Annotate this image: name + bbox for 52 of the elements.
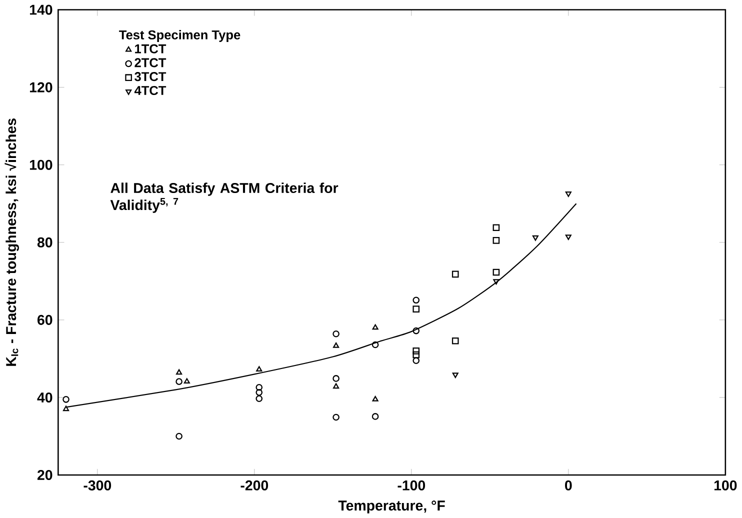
annotation: All Data Satisfy ASTM Criteria for Validity$^{5, 7}$ <box>110 182 338 213</box>
point <box>492 268 500 276</box>
y-axis-title: K$_{Ic}$ - Fracture toughness, ksi √inches <box>4 118 19 366</box>
x-axis-title: Temperature, °F <box>338 500 445 514</box>
point <box>176 432 182 440</box>
point <box>565 234 572 240</box>
point <box>332 374 340 382</box>
point <box>333 342 340 348</box>
y-tick-label: 100 <box>30 160 52 170</box>
x-tick-label: -100 <box>398 480 426 490</box>
point <box>412 306 420 312</box>
y-tick-label: 140 <box>30 4 52 15</box>
point <box>565 191 572 197</box>
x-tick-label: -200 <box>240 480 268 490</box>
point <box>176 378 182 385</box>
legend-label: 3TCT <box>134 72 166 82</box>
point <box>492 236 500 244</box>
point <box>452 337 459 344</box>
point <box>256 388 263 396</box>
y-tick-label: 120 <box>30 82 52 92</box>
point <box>332 330 340 338</box>
point <box>256 366 262 372</box>
legend-title: Test Specimen Type <box>119 30 240 42</box>
x-tick-label: 0 <box>565 480 572 490</box>
point <box>532 235 538 241</box>
point <box>332 414 340 421</box>
point <box>372 396 378 402</box>
y-tick-label: 80 <box>37 237 52 248</box>
point <box>412 351 420 358</box>
point <box>184 378 190 384</box>
point <box>412 357 420 364</box>
y-tick-label: 40 <box>37 392 52 402</box>
point <box>62 396 70 403</box>
point <box>452 270 459 278</box>
x-tick-label: -300 <box>84 480 112 490</box>
point <box>492 224 500 231</box>
point <box>412 296 420 304</box>
point <box>372 324 378 330</box>
point <box>256 384 263 391</box>
point <box>333 383 340 389</box>
legend-label: 2TCT <box>134 58 166 68</box>
legend-label: 1TCT <box>135 44 166 54</box>
legend-label: 4TCT <box>134 86 166 95</box>
y-tick-label: 20 <box>37 470 52 480</box>
point <box>412 347 420 354</box>
x-tick-label: 100 <box>714 480 737 490</box>
point <box>176 369 182 375</box>
point <box>372 341 379 348</box>
point <box>372 412 379 420</box>
y-tick-label: 60 <box>38 314 52 325</box>
point <box>256 395 263 402</box>
point <box>412 327 420 334</box>
